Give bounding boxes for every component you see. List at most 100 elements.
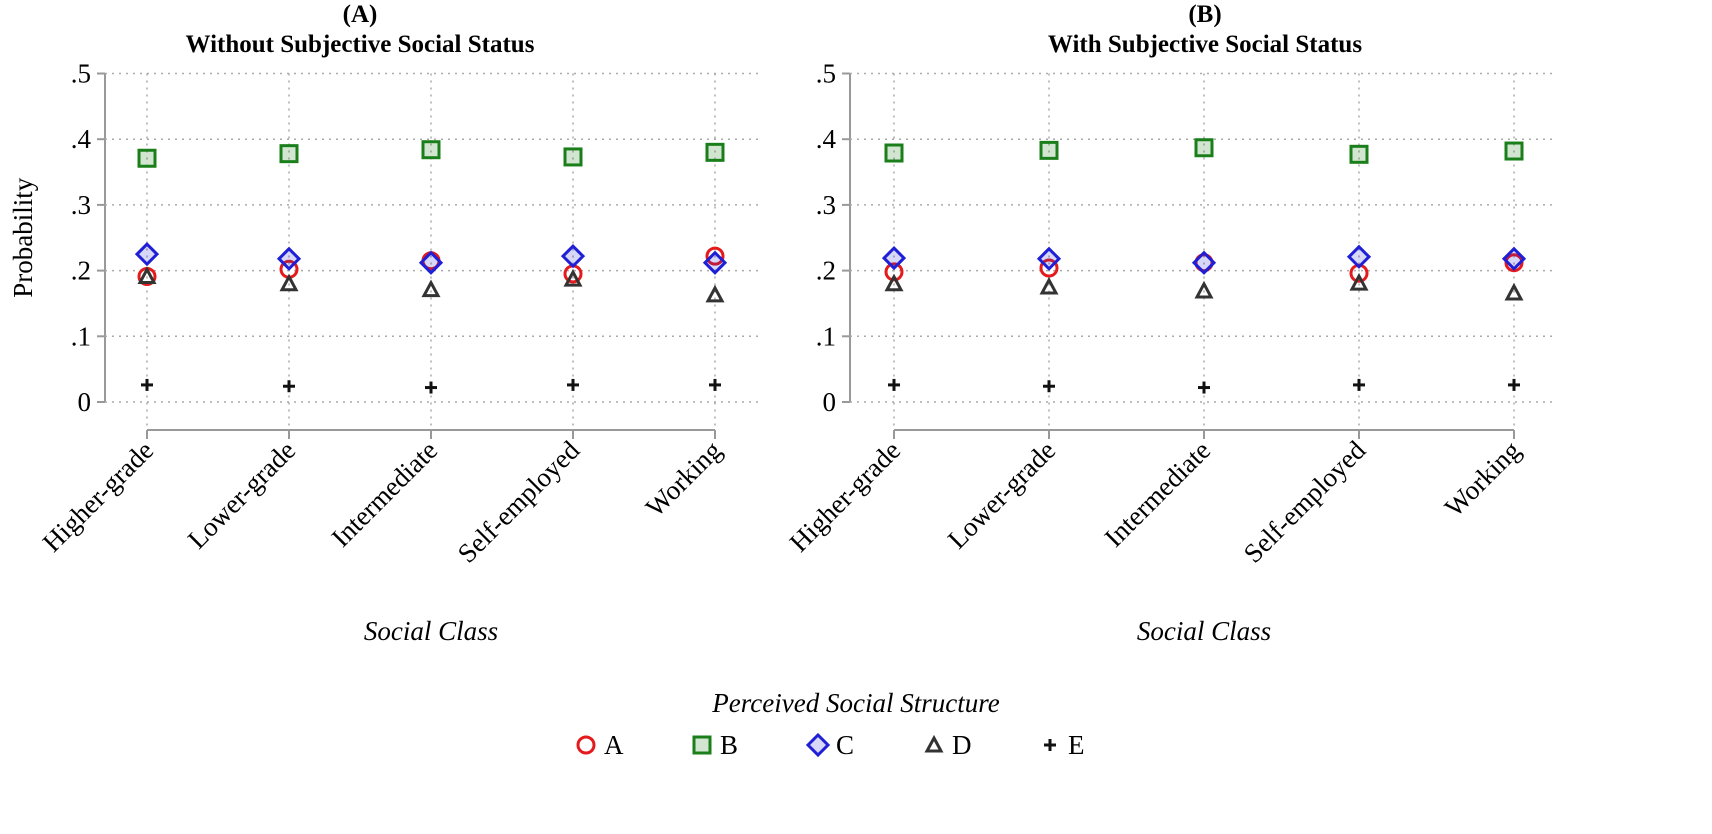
- point-E: [1043, 380, 1055, 393]
- y-tick-label: 0: [78, 387, 92, 417]
- series-C: [881, 244, 1527, 275]
- panel-label: (A): [343, 1, 378, 28]
- x-tick-label: Self-employed: [1238, 435, 1372, 569]
- point-D: [563, 268, 583, 287]
- legend-label: C: [836, 730, 854, 760]
- panel-title: Without Subjective Social Status: [186, 31, 535, 58]
- series-D: [137, 266, 725, 303]
- point-B: [279, 144, 299, 164]
- point-D: [279, 273, 299, 292]
- legend-label: A: [604, 730, 624, 760]
- point-B: [1194, 138, 1214, 158]
- point-C: [702, 250, 728, 275]
- point-C: [881, 245, 907, 271]
- x-tick-label: Intermediate: [326, 435, 444, 553]
- x-tick-label: Intermediate: [1099, 435, 1217, 553]
- x-tick-label: Working: [1439, 435, 1527, 523]
- legend-item-E: E: [1044, 730, 1085, 760]
- plus-icon: [1044, 739, 1056, 751]
- panel-b: (B) With Subjective Social Status 0 .1 .2 .3.…: [784, 1, 1555, 646]
- y-tick-label: .3: [816, 190, 836, 220]
- panel-title: With Subjective Social Status: [1048, 31, 1362, 58]
- point-D: [1039, 276, 1059, 295]
- y-axis-label: Probability: [8, 177, 38, 297]
- series-D: [884, 272, 1524, 301]
- point-B: [563, 147, 583, 167]
- square-icon: [692, 735, 712, 755]
- point-D: [421, 279, 441, 298]
- point-C: [1036, 246, 1062, 271]
- x-tick-label: Lower-grade: [942, 435, 1061, 554]
- y-tick-label: .1: [71, 321, 91, 351]
- point-C: [1501, 246, 1527, 271]
- point-E: [1353, 378, 1365, 391]
- point-E: [709, 378, 721, 391]
- y-tick-label: .2: [816, 256, 836, 286]
- diamond-icon: [805, 732, 831, 758]
- y-tick-label: .5: [71, 59, 91, 89]
- point-D: [884, 273, 904, 292]
- panel-label: (B): [1188, 1, 1221, 28]
- point-D: [1504, 282, 1524, 301]
- legend-item-B: B: [692, 730, 738, 760]
- legend: Perceived Social Structure A B C D E: [576, 688, 1085, 760]
- triangle-icon: [924, 734, 944, 753]
- point-E: [1508, 378, 1520, 391]
- legend-title: Perceived Social Structure: [711, 688, 999, 718]
- y-tick-label: .5: [816, 59, 836, 89]
- y-tick-label: .2: [71, 256, 91, 286]
- x-tick-label: Lower-grade: [182, 435, 301, 554]
- point-B: [705, 142, 725, 162]
- point-E: [567, 378, 579, 391]
- legend-item-A: A: [576, 730, 624, 760]
- point-D: [1349, 272, 1369, 291]
- point-C: [276, 246, 302, 271]
- point-C: [134, 242, 160, 267]
- point-A: [1039, 258, 1059, 278]
- point-C: [1346, 244, 1372, 269]
- circle-icon: [576, 735, 596, 755]
- point-D: [137, 266, 157, 285]
- y-tick-label: .1: [816, 321, 836, 351]
- series-E: [888, 378, 1520, 394]
- point-B: [1504, 141, 1524, 161]
- y-tick-label: .4: [71, 124, 92, 154]
- point-C: [1191, 250, 1217, 275]
- point-E: [141, 378, 153, 391]
- legend-label: B: [720, 730, 738, 760]
- point-E: [425, 381, 437, 394]
- x-tick-label: Higher-grade: [784, 435, 907, 558]
- y-tick-label: .3: [71, 190, 91, 220]
- point-C: [418, 250, 444, 275]
- x-tick-label: Working: [640, 435, 728, 523]
- legend-item-C: C: [805, 730, 854, 760]
- point-B: [1039, 140, 1059, 160]
- series-B: [137, 140, 725, 168]
- point-E: [888, 378, 900, 391]
- series-E: [141, 378, 721, 394]
- series-C: [134, 242, 728, 275]
- x-tick-label: Self-employed: [452, 435, 586, 569]
- point-A: [705, 246, 725, 266]
- point-D: [1194, 280, 1214, 299]
- x-axis-label: Social Class: [1137, 616, 1271, 646]
- point-B: [421, 140, 441, 160]
- point-B: [137, 148, 157, 168]
- point-B: [884, 143, 904, 163]
- point-D: [705, 284, 725, 303]
- point-E: [283, 380, 295, 393]
- point-B: [1349, 144, 1369, 164]
- panel-a: (A) Without Subjective Social Status 0 .1 .2…: [8, 1, 762, 646]
- point-E: [1198, 381, 1210, 394]
- y-tick-label: 0: [823, 387, 837, 417]
- series-B: [884, 138, 1524, 164]
- legend-label: E: [1068, 730, 1085, 760]
- legend-item-D: D: [924, 730, 972, 760]
- x-tick-label: Higher-grade: [37, 435, 160, 558]
- point-A: [884, 262, 904, 282]
- point-C: [560, 244, 586, 269]
- y-tick-label: .4: [816, 124, 837, 154]
- legend-label: D: [952, 730, 972, 760]
- x-axis-label: Social Class: [364, 616, 498, 646]
